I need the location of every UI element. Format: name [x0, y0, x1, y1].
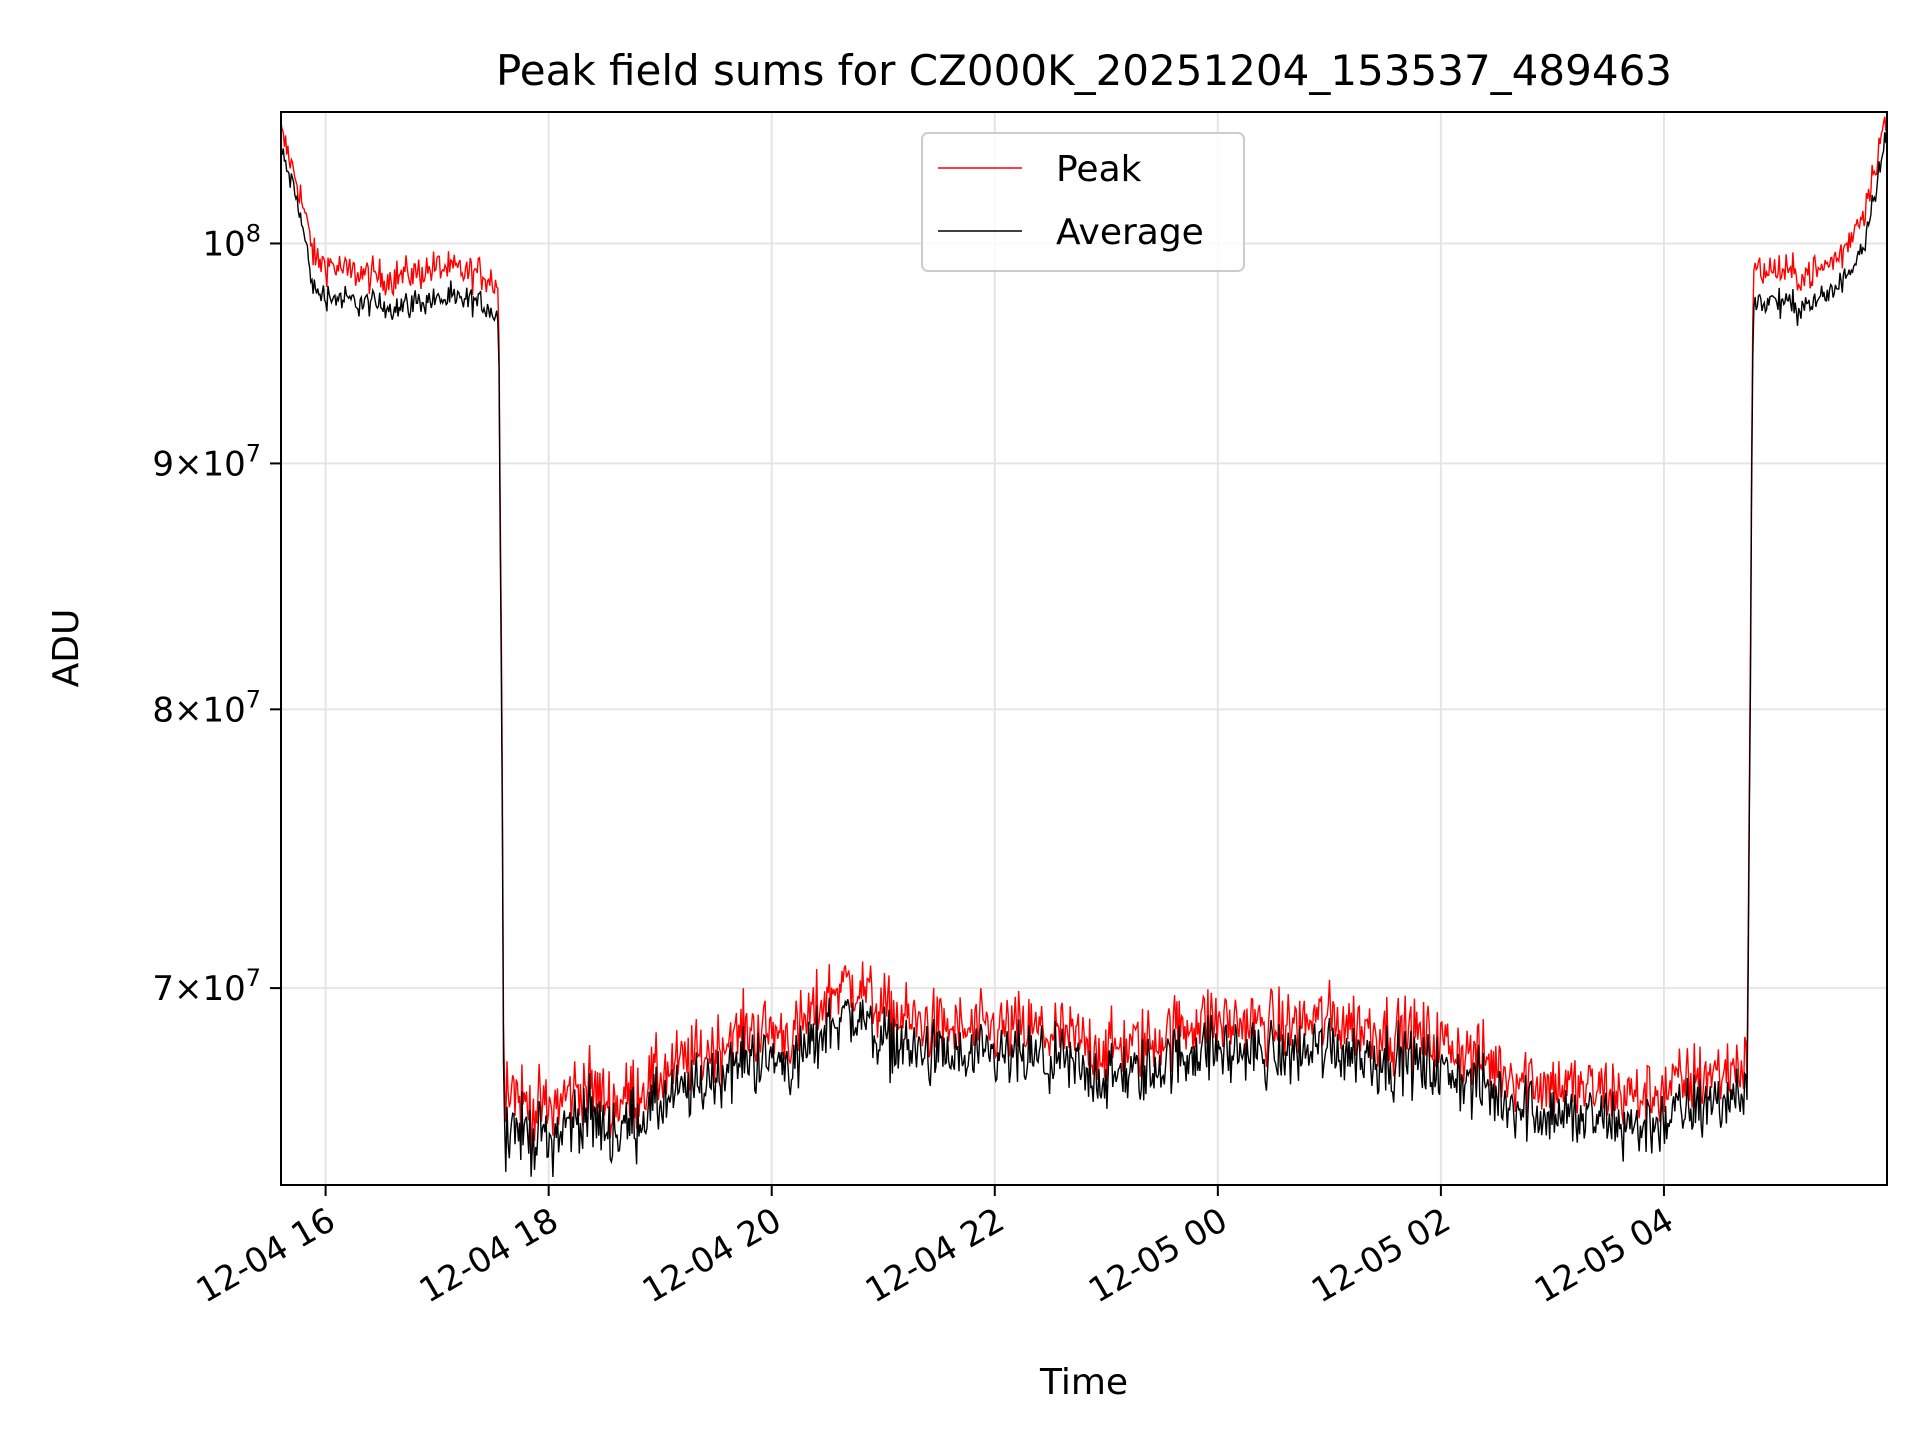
legend: Peak Average	[921, 132, 1245, 272]
series-layer	[280, 111, 1888, 1178]
y-tick-label: 9×107	[152, 439, 261, 484]
y-tick-exponent: 7	[246, 964, 261, 992]
series-line-average	[280, 119, 1888, 1178]
y-tick-exponent: 7	[246, 439, 261, 467]
legend-label-peak: Peak	[1056, 149, 1142, 190]
y-tick-label: 7×107	[152, 964, 261, 1009]
legend-label-average: Average	[1056, 212, 1204, 253]
x-axis-label: Time	[1039, 1362, 1128, 1403]
y-axis-label: ADU	[46, 609, 87, 688]
y-tick-exponent: 7	[246, 685, 261, 713]
plot-frame	[280, 111, 1888, 1186]
y-tick-label: 8×107	[152, 685, 261, 730]
series-line-peak	[280, 111, 1888, 1156]
y-tick-exponent: 8	[246, 219, 261, 247]
chart-title: Peak field sums for CZ000K_20251204_1535…	[496, 46, 1672, 95]
